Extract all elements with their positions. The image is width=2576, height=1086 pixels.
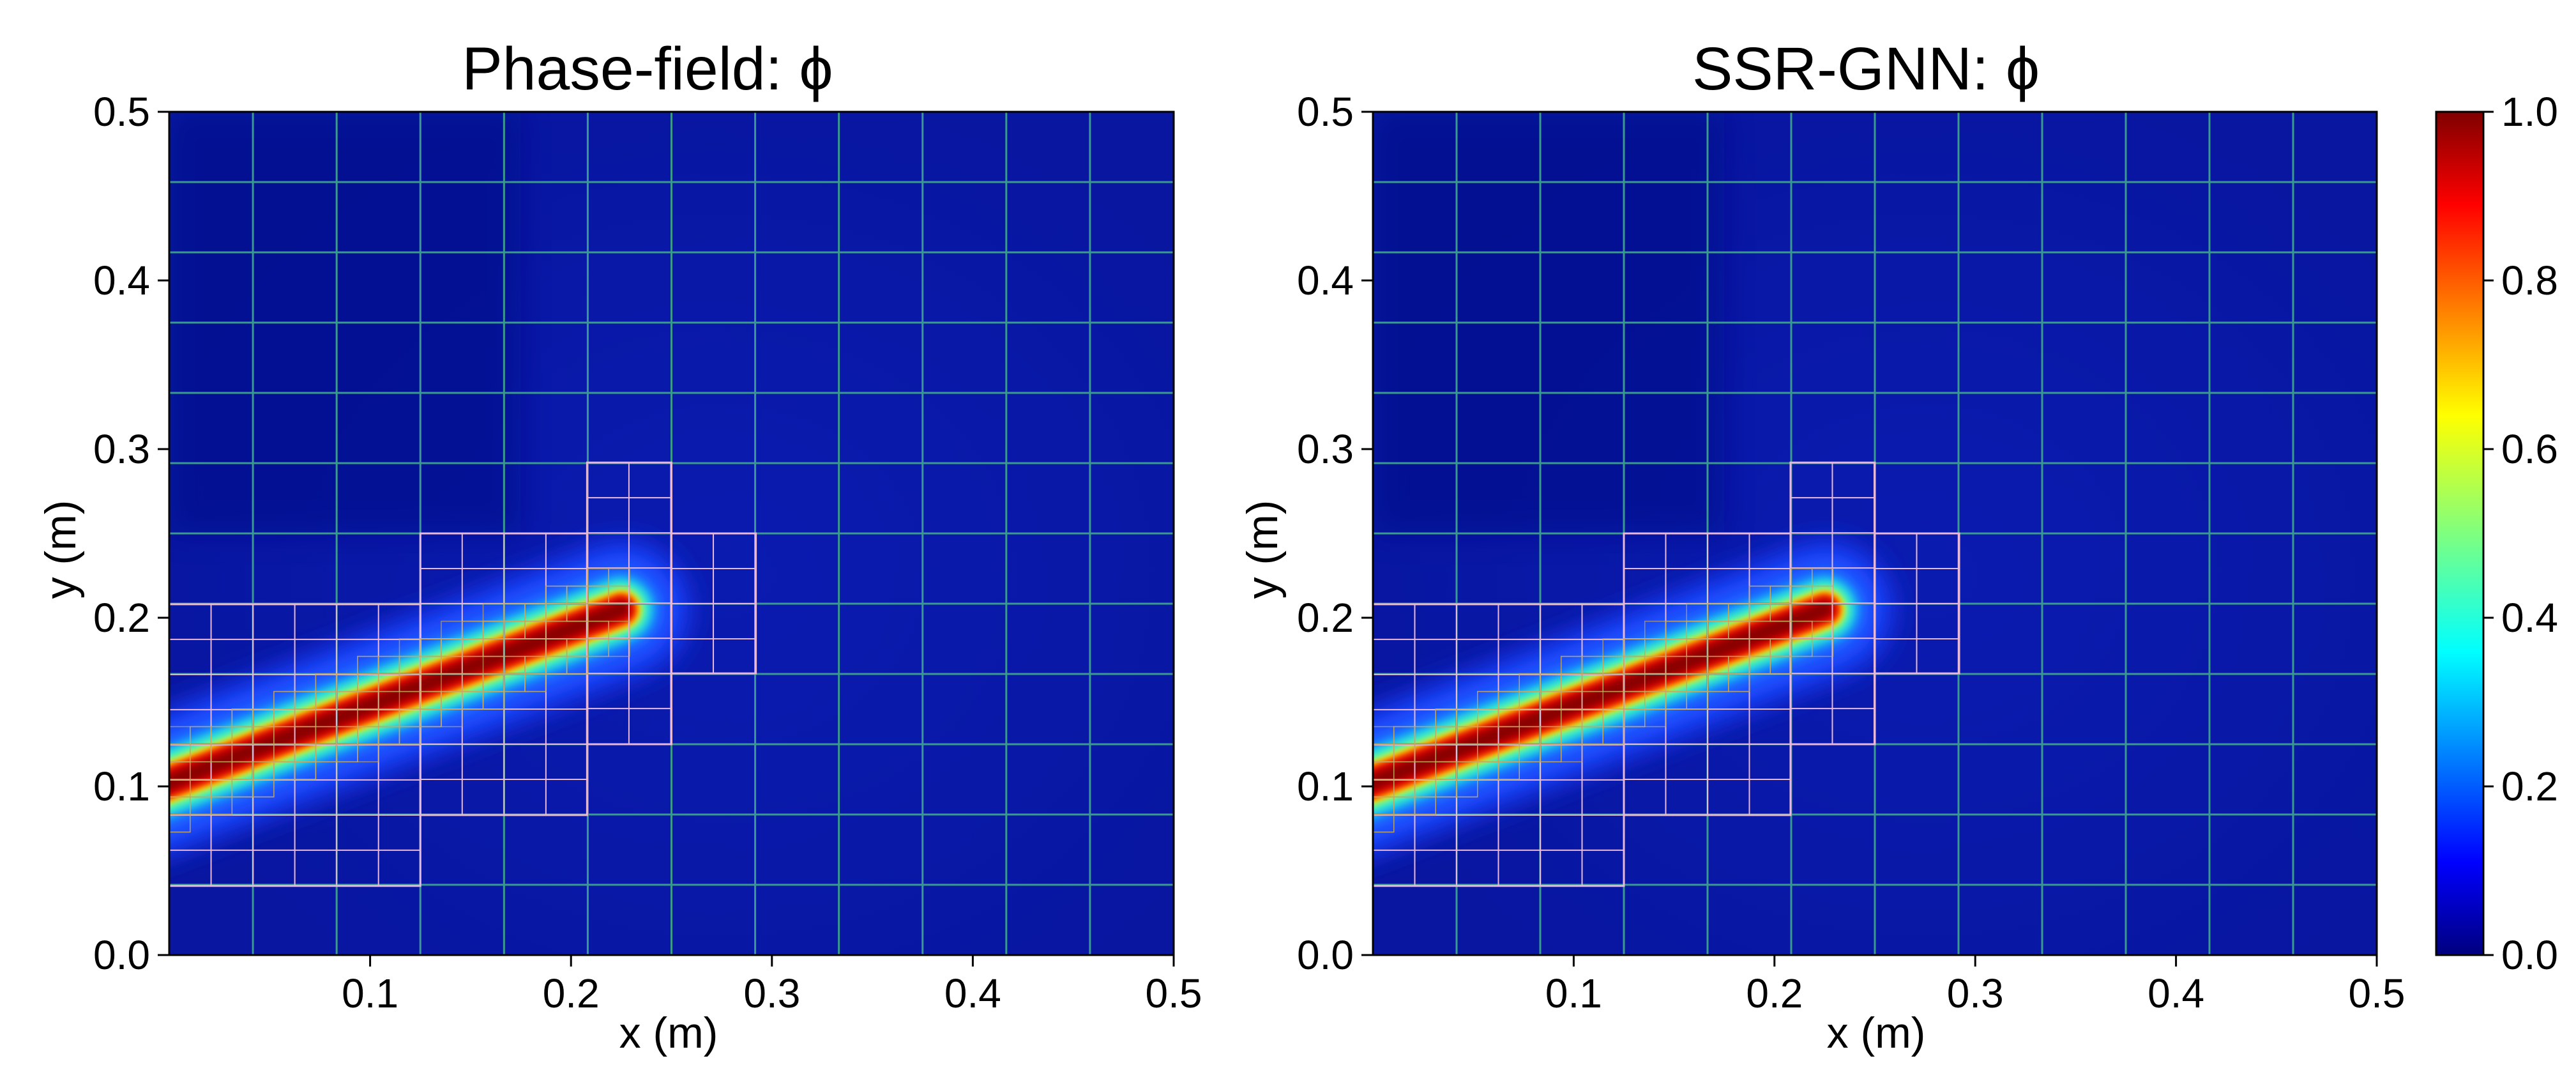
y-tick-label: 0.3 bbox=[1297, 426, 1354, 472]
y-axis: 0.0 0.1 0.2 0.3 0.4 0.5 bbox=[1297, 89, 1373, 978]
fine-cell bbox=[1728, 673, 1750, 692]
y-tick-label: 0.1 bbox=[1297, 763, 1354, 809]
fine-cell bbox=[1769, 603, 1792, 622]
colorbar-tick-label: 0.6 bbox=[2501, 426, 2558, 472]
x-axis-label: x (m) bbox=[619, 1009, 718, 1057]
y-tick-label: 0.5 bbox=[1297, 89, 1354, 135]
panel-title: SSR-GNN: ϕ bbox=[1692, 35, 2040, 103]
fine-cell bbox=[252, 779, 275, 798]
x-axis: 0.1 0.2 0.3 0.4 0.5 bbox=[1545, 955, 2406, 1016]
colorbar-tick-label: 0.2 bbox=[2501, 763, 2558, 809]
fine-cell bbox=[566, 603, 589, 622]
x-tick-label: 0.5 bbox=[1146, 970, 1202, 1016]
colorbar-tick-label: 0.8 bbox=[2501, 257, 2558, 303]
fine-cell bbox=[1497, 761, 1520, 780]
fine-cell bbox=[608, 585, 630, 604]
x-tick-label: 0.1 bbox=[1545, 970, 1602, 1016]
x-tick-label: 0.1 bbox=[342, 970, 398, 1016]
x-axis: 0.1 0.2 0.3 0.4 0.5 bbox=[342, 955, 1202, 1016]
y-axis-label: y (m) bbox=[36, 500, 85, 599]
y-tick-label: 0.4 bbox=[93, 257, 150, 303]
fine-cell bbox=[1497, 708, 1520, 728]
y-tick-label: 0.0 bbox=[1297, 932, 1354, 978]
colorbar: 0.0 0.2 0.4 0.6 0.8 1.0 bbox=[2435, 89, 2558, 978]
y-tick-label: 0.4 bbox=[1297, 257, 1354, 303]
fine-cell bbox=[608, 638, 630, 657]
heatmap-area bbox=[1372, 111, 2378, 956]
x-tick-label: 0.3 bbox=[743, 970, 800, 1016]
colorbar-tick-label: 1.0 bbox=[2501, 89, 2558, 135]
x-tick-label: 0.5 bbox=[2349, 970, 2406, 1016]
y-tick-label: 0.1 bbox=[93, 763, 150, 809]
fine-cell bbox=[252, 726, 275, 745]
x-tick-label: 0.2 bbox=[543, 970, 600, 1016]
plot-frame bbox=[1372, 111, 2378, 956]
fine-cell bbox=[210, 744, 233, 763]
y-tick-label: 0.0 bbox=[93, 932, 150, 978]
y-tick-label: 0.3 bbox=[93, 426, 150, 472]
fine-cell bbox=[1812, 585, 1834, 604]
plot-frame bbox=[168, 111, 1175, 956]
fine-cell bbox=[1414, 796, 1436, 815]
fine-cell bbox=[1769, 655, 1792, 675]
fine-cell bbox=[294, 708, 317, 728]
panel-title: Phase-field: ϕ bbox=[462, 35, 833, 103]
panel-ssr-gnn: SSR-GNN: ϕ 0.1 0.2 0.3 0.4 0.5 0.00.10.20.30… bbox=[1238, 35, 2405, 1057]
heatmap-area bbox=[168, 111, 1175, 956]
fine-cell bbox=[524, 620, 547, 639]
fine-cell bbox=[210, 796, 233, 815]
fine-cell bbox=[524, 673, 547, 692]
fine-cell bbox=[1414, 744, 1436, 763]
y-tick-label: 0.2 bbox=[1297, 595, 1354, 641]
fine-cell bbox=[1812, 638, 1834, 657]
x-tick-label: 0.4 bbox=[2148, 970, 2204, 1016]
fine-cell bbox=[1456, 779, 1478, 798]
fine-cell bbox=[1728, 620, 1750, 639]
y-axis-label: y (m) bbox=[1238, 500, 1287, 599]
colorbar-tick-label: 0.4 bbox=[2501, 595, 2558, 641]
colorbar-gradient bbox=[2435, 111, 2485, 956]
x-tick-label: 0.4 bbox=[944, 970, 1001, 1016]
fine-cell bbox=[1456, 726, 1478, 745]
x-tick-label: 0.3 bbox=[1947, 970, 2004, 1016]
y-tick-label: 0.2 bbox=[93, 595, 150, 641]
fine-cell bbox=[566, 655, 589, 675]
y-tick-label: 0.5 bbox=[93, 89, 150, 135]
x-tick-label: 0.2 bbox=[1746, 970, 1803, 1016]
x-axis-label: x (m) bbox=[1827, 1009, 1926, 1057]
panel-phase-field: Phase-field: ϕ 0.1 0.2 0.3 0.4 0.5 0.0 0.1 0.2… bbox=[36, 35, 1202, 1057]
y-axis: 0.0 0.1 0.2 0.3 0.4 0.5 bbox=[93, 89, 169, 978]
colorbar-tick-label: 0.0 bbox=[2501, 932, 2558, 978]
fine-cell bbox=[294, 761, 317, 780]
